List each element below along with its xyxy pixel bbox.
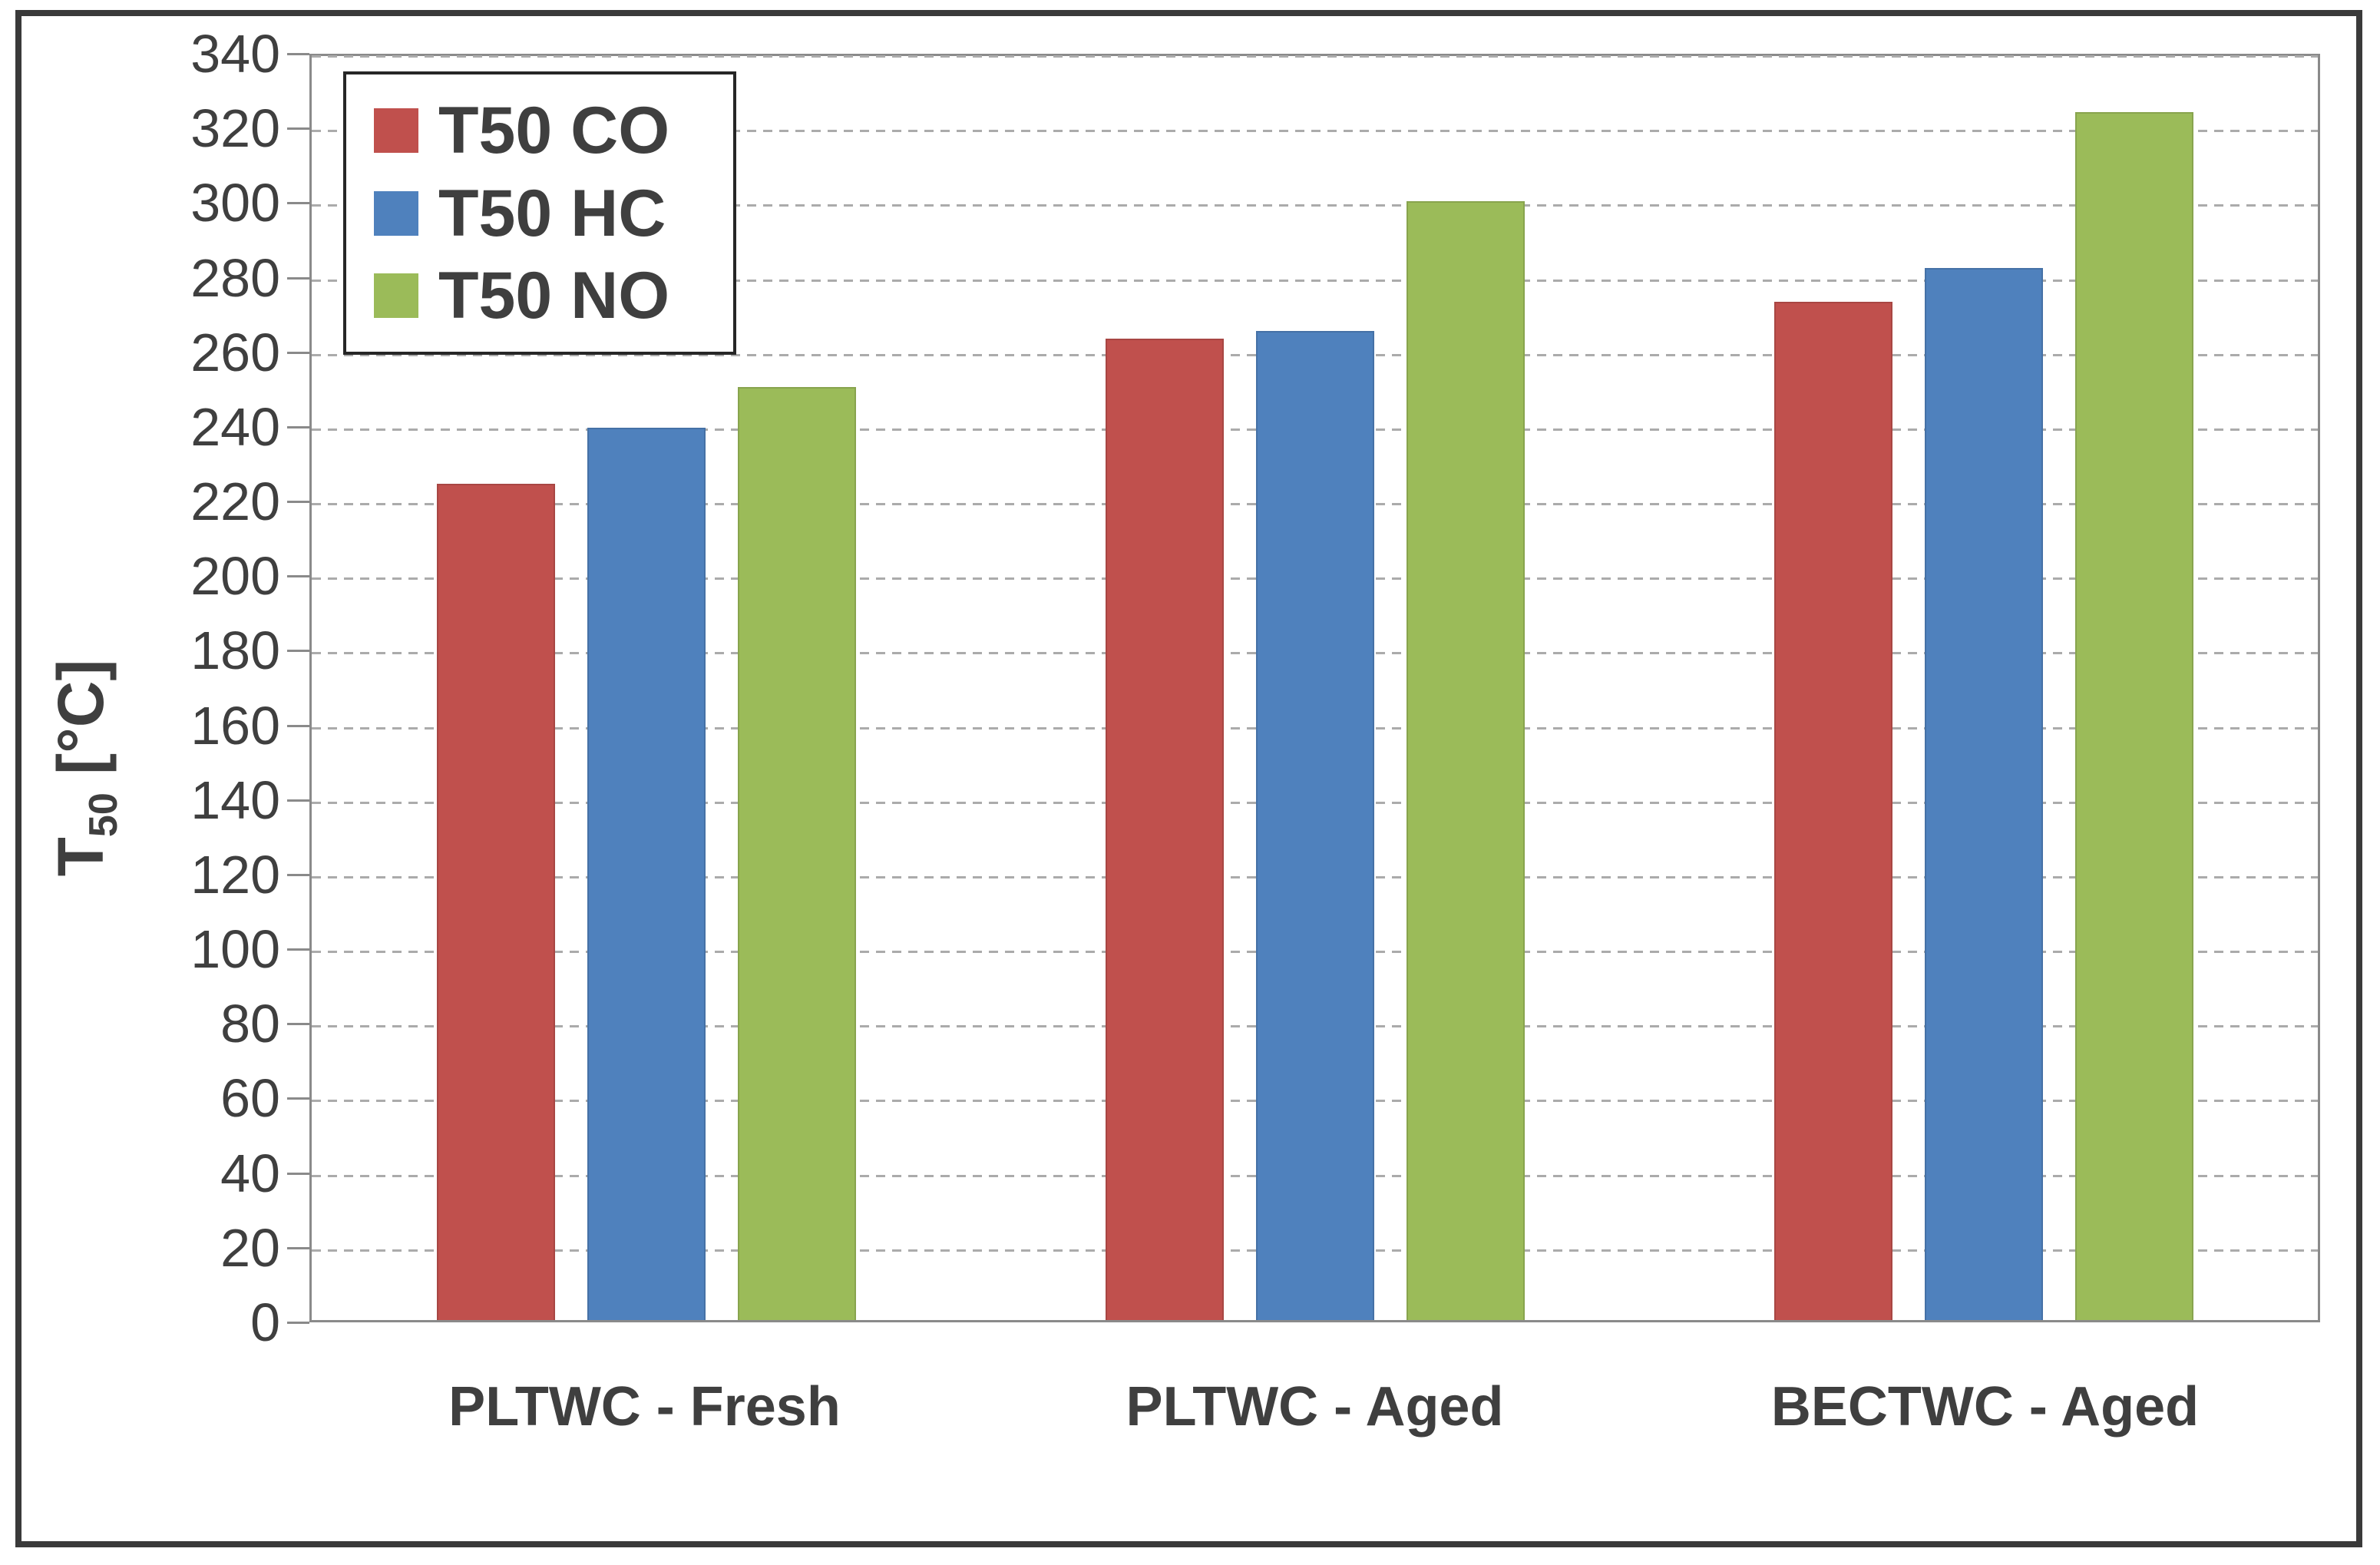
bar-t50-no [2074,111,2193,1320]
y-axis-tick [287,799,309,802]
y-axis-tick [287,1097,309,1100]
legend-swatch-icon [374,108,418,153]
y-axis-tick-label: 180 [190,620,280,680]
y-axis-tick [287,1322,309,1324]
x-axis-category-label: PLTWC - Aged [1126,1376,1504,1438]
y-axis-tick-label: 280 [190,248,280,308]
legend: T50 CO T50 HC T50 NO [343,71,736,355]
y-axis-tick-label: 160 [190,696,280,756]
y-axis-tick-label: 220 [190,471,280,531]
y-axis-tick-label: 300 [190,173,280,233]
legend-swatch-icon [374,190,418,236]
legend-label: T50 CO [438,94,670,167]
y-axis-tick [287,650,309,652]
y-axis-tick-label: 0 [250,1292,280,1352]
bar-group-pltwc-aged [980,56,1649,1320]
bar-t50-hc [1924,267,2043,1320]
y-axis-tick [287,202,309,204]
gridline [312,280,2318,282]
y-axis-tick [287,1023,309,1025]
legend-item-t50-no: T50 NO [374,263,706,329]
gridline [312,204,2318,207]
y-axis-tick [287,277,309,280]
bar-t50-co [1105,338,1224,1320]
y-axis-tick [287,725,309,727]
bar-group-bectwc-aged [1649,56,2318,1320]
y-axis-tick-label: 80 [220,994,280,1054]
y-axis-ticks [287,53,309,1324]
bar-group-pltwc-fresh [312,56,980,1320]
y-axis-tick-label: 140 [190,770,280,830]
bar-t50-hc [587,428,706,1320]
legend-item-t50-co: T50 CO [374,98,706,164]
y-axis-tick [287,426,309,428]
y-axis-tick-label: 20 [220,1218,280,1278]
y-axis-tick-label: 40 [220,1143,280,1203]
y-axis-tick [287,127,309,130]
bar-t50-no [1406,200,1525,1320]
bar-t50-hc [1255,331,1374,1320]
y-axis-tick [287,575,309,577]
legend-item-t50-hc: T50 HC [374,180,706,246]
y-axis-tick [287,874,309,876]
y-axis-tick-labels: 0 20 40 60 80 100 120 140 160 180 200 220 240 260 280 3… [77,27,280,1349]
gridline [312,130,2318,132]
y-axis-tick-label: 100 [190,919,280,979]
legend-label: T50 NO [438,259,670,333]
gridline [312,55,2318,58]
legend-label: T50 HC [438,176,666,250]
x-axis-category-labels: PLTWC - Fresh PLTWC - Aged BECTWC - Aged [309,1353,2320,1461]
y-axis-tick-label: 320 [190,98,280,158]
y-axis-tick-label: 340 [190,24,280,84]
y-axis-tick [287,53,309,55]
bar-t50-co [436,483,555,1320]
x-axis-category-label: PLTWC - Fresh [448,1376,841,1438]
legend-swatch-icon [374,273,418,318]
y-axis-tick [287,352,309,354]
y-axis-tick-label: 200 [190,546,280,606]
bars-layer [312,56,2318,1320]
bar-t50-no [737,386,856,1320]
y-axis-tick [287,948,309,951]
y-axis-tick [287,1173,309,1175]
y-axis-tick [287,501,309,503]
y-axis-tick-label: 240 [190,397,280,457]
y-axis-tick-label: 120 [190,845,280,905]
bar-t50-co [1773,301,1892,1320]
x-axis-category-label: BECTWC - Aged [1770,1376,2200,1438]
y-axis-tick-label: 260 [190,323,280,382]
y-axis-tick-label: 60 [220,1068,280,1128]
y-axis-tick [287,1247,309,1249]
